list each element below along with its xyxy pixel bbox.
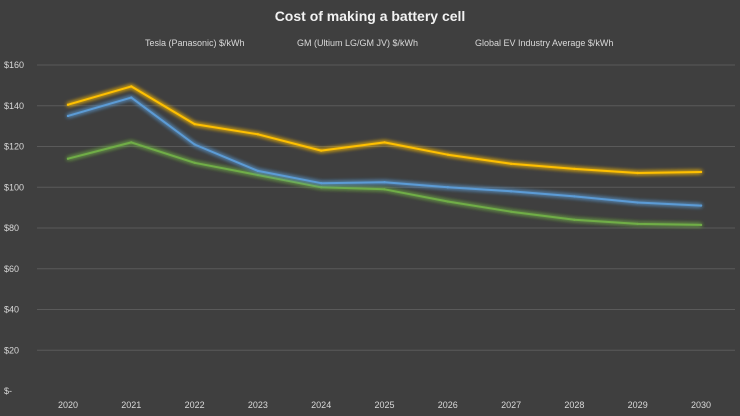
x-tick-label: 2024 xyxy=(311,400,331,410)
series-group xyxy=(66,85,703,227)
data-point xyxy=(636,171,639,175)
y-tick-label: $- xyxy=(4,386,12,396)
legend-label: GM (Ultium LG/GM JV) $/kWh xyxy=(297,38,418,48)
data-point xyxy=(573,218,576,222)
data-point xyxy=(256,173,260,177)
gridlines xyxy=(37,64,735,351)
y-tick-label: $140 xyxy=(4,101,24,111)
legend-label: Tesla (Panasonic) $/kWh xyxy=(145,38,245,48)
x-tick-label: 2025 xyxy=(374,400,394,410)
data-point xyxy=(320,181,323,185)
data-point xyxy=(130,96,133,99)
data-point xyxy=(383,188,386,191)
chart-title: Cost of making a battery cell xyxy=(275,8,466,24)
y-tick-label: $40 xyxy=(4,305,19,315)
data-point xyxy=(130,85,133,88)
data-point xyxy=(509,162,513,166)
x-tick-label: 2028 xyxy=(564,400,584,410)
x-tick-label: 2029 xyxy=(628,400,648,410)
data-point xyxy=(383,180,386,184)
data-point xyxy=(383,141,386,144)
y-tick-label: $20 xyxy=(4,345,19,355)
data-point xyxy=(573,195,576,198)
data-point xyxy=(699,223,703,227)
data-point xyxy=(446,200,449,203)
legend-label: Global EV Industry Average $/kWh xyxy=(475,38,613,48)
data-point xyxy=(130,141,133,144)
y-tick-label: $160 xyxy=(4,60,24,70)
data-point xyxy=(573,167,576,171)
x-tick-label: 2022 xyxy=(185,400,205,410)
data-point xyxy=(699,170,703,174)
y-tick-label: $100 xyxy=(4,182,24,192)
data-point xyxy=(636,201,639,204)
x-tick-label: 2020 xyxy=(58,400,78,410)
legend: Tesla (Panasonic) $/kWh GM (Ultium LG/GM … xyxy=(120,38,613,48)
data-point xyxy=(193,143,196,146)
data-point xyxy=(66,103,70,106)
series-line-1 xyxy=(67,141,702,226)
y-tick-label: $120 xyxy=(4,142,24,152)
y-tick-label: $80 xyxy=(4,223,19,233)
x-tick-label: 2027 xyxy=(501,400,521,410)
data-point xyxy=(446,153,449,156)
y-tick-label: $60 xyxy=(4,264,19,274)
x-tick-label: 2023 xyxy=(248,400,268,410)
x-tick-label: 2026 xyxy=(438,400,458,410)
data-point xyxy=(256,169,260,173)
data-point xyxy=(446,186,449,189)
data-point xyxy=(509,190,513,193)
data-point xyxy=(193,122,196,126)
data-point xyxy=(66,114,70,118)
data-point xyxy=(699,204,703,207)
data-point xyxy=(320,149,323,152)
data-point xyxy=(193,161,196,164)
series-line-3 xyxy=(67,85,702,174)
data-point xyxy=(509,210,513,213)
data-point xyxy=(636,222,639,226)
x-axis: 2020 2021 2022 2023 2024 2025 2026 2027 2028 2029… xyxy=(58,400,711,410)
data-point xyxy=(66,157,70,160)
x-tick-label: 2021 xyxy=(121,400,141,410)
y-axis: $- $20 $40 $60 $80 $100 $120 $140 $160 xyxy=(4,60,24,396)
data-point xyxy=(256,133,260,136)
x-tick-label: 2030 xyxy=(691,400,711,410)
data-point xyxy=(320,186,323,189)
